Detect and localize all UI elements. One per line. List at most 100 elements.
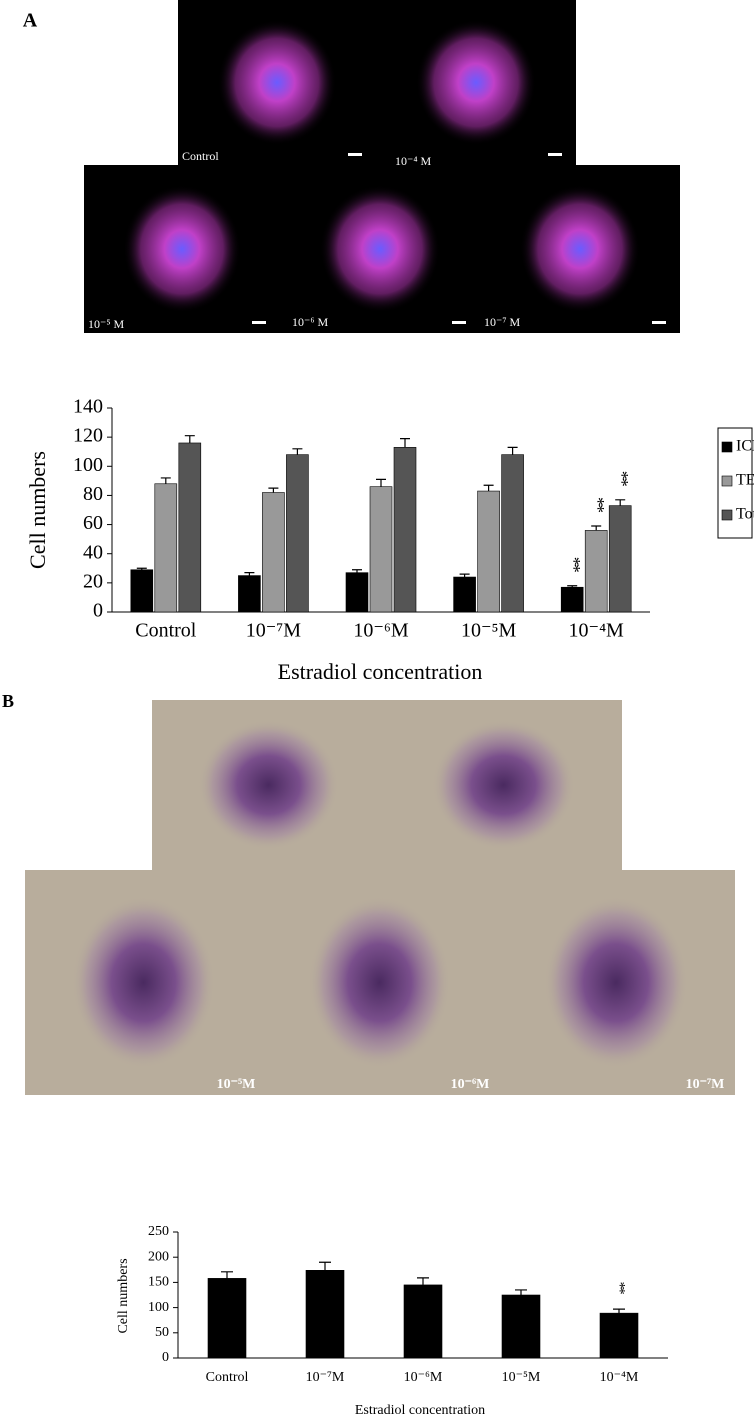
error-bar bbox=[184, 435, 195, 443]
error-bar bbox=[507, 446, 518, 455]
error-bar bbox=[319, 1261, 331, 1271]
error-bar bbox=[615, 499, 626, 506]
bar bbox=[154, 483, 178, 613]
scale-bar bbox=[652, 321, 666, 324]
legend-swatch bbox=[721, 509, 733, 521]
x-tick-label: 10⁻⁴M bbox=[569, 620, 625, 642]
bar bbox=[403, 1284, 443, 1359]
image-label: 10⁻⁵ M bbox=[88, 317, 125, 331]
error-bar bbox=[459, 573, 470, 578]
x-axis-label: Estradiol concentration bbox=[355, 1403, 485, 1418]
bar bbox=[608, 505, 632, 613]
bar bbox=[599, 1312, 639, 1359]
significance-mark: ** bbox=[588, 497, 608, 513]
cell-cluster bbox=[123, 185, 241, 313]
x-axis-label: Estradiol concentration bbox=[278, 659, 483, 684]
cell-cluster bbox=[520, 185, 640, 313]
y-tick-label: 40 bbox=[83, 541, 103, 563]
x-tick-label: 10⁻⁶M bbox=[404, 1370, 443, 1385]
y-tick-label: 50 bbox=[155, 1325, 169, 1340]
y-tick-label: 80 bbox=[83, 483, 103, 505]
y-tick-label: 100 bbox=[148, 1300, 169, 1315]
cell-cluster bbox=[309, 897, 450, 1068]
x-tick-label: Control bbox=[206, 1370, 249, 1385]
x-tick-label: Control bbox=[135, 620, 197, 642]
error-bar bbox=[591, 525, 602, 531]
bar bbox=[178, 442, 202, 613]
bar bbox=[207, 1278, 247, 1359]
bar bbox=[305, 1270, 345, 1359]
panel-label: B bbox=[2, 691, 14, 711]
y-tick-label: 20 bbox=[83, 570, 103, 592]
scale-bar bbox=[548, 153, 562, 156]
error-bar bbox=[376, 478, 386, 487]
scale-bar bbox=[452, 321, 466, 324]
x-tick-label: 10⁻⁶M bbox=[353, 620, 409, 642]
panel-label: A bbox=[23, 10, 38, 32]
significance-mark: ** bbox=[612, 1282, 628, 1295]
bar bbox=[560, 586, 584, 613]
error-bar bbox=[221, 1271, 233, 1279]
y-tick-label: 100 bbox=[73, 454, 103, 476]
bar bbox=[238, 575, 261, 613]
error-bar bbox=[160, 477, 171, 484]
legend-swatch bbox=[721, 475, 733, 487]
y-tick-label: 0 bbox=[162, 1350, 169, 1365]
y-axis-label: Cell numbers bbox=[25, 451, 50, 569]
error-bar bbox=[244, 572, 255, 576]
error-bar bbox=[613, 1308, 625, 1314]
bar bbox=[477, 490, 500, 613]
x-tick-label: 10⁻⁷M bbox=[246, 620, 302, 642]
y-tick-label: 140 bbox=[73, 396, 103, 418]
legend-label: Total bbox=[736, 506, 754, 523]
scale-bar bbox=[252, 321, 266, 324]
legend-swatch bbox=[721, 441, 733, 453]
bar bbox=[262, 492, 285, 613]
bar bbox=[130, 569, 154, 613]
y-tick-label: 120 bbox=[73, 425, 103, 447]
bar bbox=[345, 572, 369, 613]
image-label: 10⁻⁷ M bbox=[484, 315, 521, 329]
image-label: 10⁻⁶ M bbox=[292, 315, 329, 329]
y-axis-label: Cell numbers bbox=[116, 1258, 131, 1333]
cell-cluster bbox=[432, 720, 575, 850]
image-label: Control bbox=[182, 149, 219, 163]
x-tick-label: 10⁻⁵M bbox=[461, 620, 517, 642]
cell-cluster bbox=[217, 19, 337, 146]
legend-label: ICM bbox=[736, 438, 754, 455]
cell-cluster bbox=[198, 720, 339, 850]
error-bar bbox=[292, 448, 303, 455]
significance-mark: ** bbox=[612, 471, 632, 487]
error-bar bbox=[352, 569, 362, 573]
error-bar bbox=[136, 567, 147, 570]
image-label: 10⁻⁵M bbox=[217, 1077, 256, 1092]
cell-cluster bbox=[72, 897, 215, 1068]
cell-cluster bbox=[320, 185, 440, 313]
bar bbox=[501, 1294, 541, 1359]
bar bbox=[286, 454, 309, 613]
error-bar bbox=[268, 487, 279, 493]
y-tick-label: 0 bbox=[93, 600, 103, 622]
error-bar bbox=[417, 1277, 429, 1285]
x-tick-label: 10⁻⁵M bbox=[502, 1370, 541, 1385]
error-bar bbox=[515, 1289, 527, 1295]
y-tick-label: 60 bbox=[83, 512, 103, 534]
cell-cluster bbox=[416, 19, 536, 146]
y-tick-label: 250 bbox=[148, 1224, 169, 1239]
bar bbox=[369, 486, 393, 613]
y-tick-label: 150 bbox=[148, 1275, 169, 1290]
y-tick-label: 200 bbox=[148, 1249, 169, 1264]
legend-label: TE bbox=[736, 472, 754, 489]
bar bbox=[453, 576, 476, 613]
significance-mark: ** bbox=[564, 557, 584, 573]
bar bbox=[501, 454, 524, 613]
error-bar bbox=[567, 585, 578, 588]
image-label: 10⁻⁷M bbox=[686, 1077, 725, 1092]
bar bbox=[584, 530, 608, 613]
error-bar bbox=[483, 484, 494, 492]
scale-bar bbox=[348, 153, 362, 156]
image-label: 10⁻⁴ M bbox=[395, 154, 432, 168]
error-bar bbox=[400, 438, 410, 448]
cell-cluster bbox=[544, 897, 688, 1068]
